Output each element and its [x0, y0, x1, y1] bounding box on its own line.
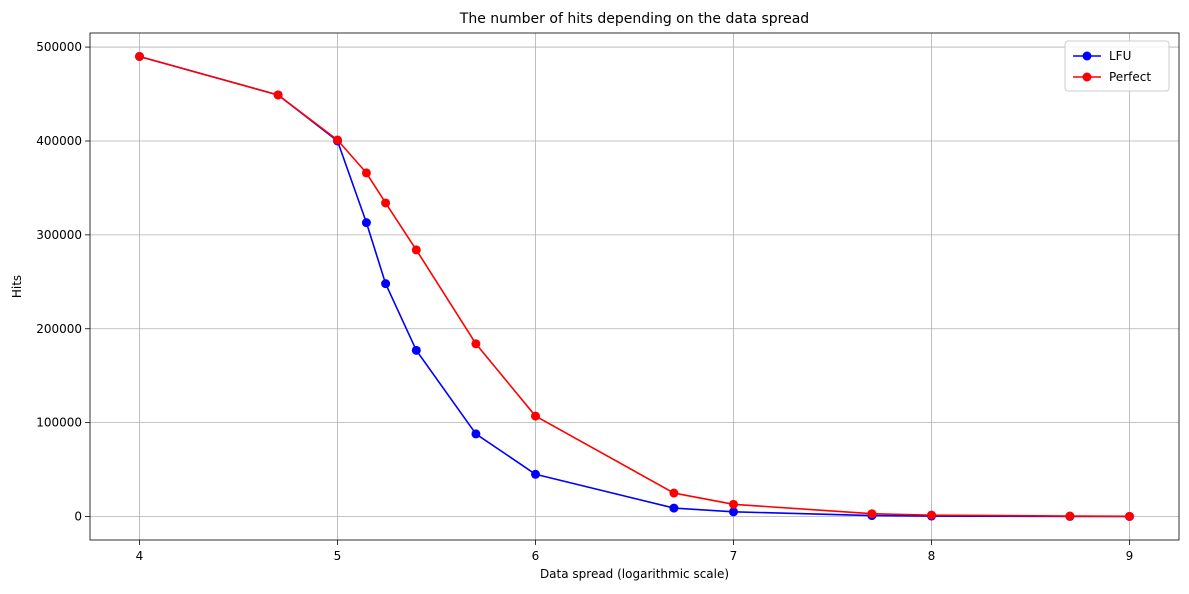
x-tick-label: 9	[1126, 549, 1134, 563]
series-layer	[135, 51, 1134, 521]
series-perfect	[135, 51, 1134, 521]
legend-item-lfu: LFU	[1073, 49, 1131, 63]
chart-title: The number of hits depending on the data…	[459, 11, 809, 27]
legend-item-perfect: Perfect	[1073, 70, 1151, 84]
x-tick-label: 8	[928, 549, 936, 563]
y-tick-label: 0	[74, 510, 82, 524]
data-point-lfu	[381, 279, 391, 289]
data-point-perfect	[927, 510, 936, 520]
data-point-perfect	[1125, 511, 1134, 521]
y-tick-label: 500000	[36, 40, 82, 54]
plot-frame	[89, 32, 1180, 541]
grid	[90, 33, 1179, 540]
data-point-lfu	[531, 469, 540, 479]
data-point-perfect	[381, 198, 391, 208]
x-tick-label: 6	[532, 549, 540, 563]
y-axis-label: Hits	[10, 275, 24, 298]
data-point-perfect	[729, 499, 738, 509]
legend-label-perfect: Perfect	[1109, 70, 1151, 84]
legend-marker-perfect	[1082, 72, 1092, 82]
data-point-lfu	[471, 429, 481, 439]
legend-marker-lfu	[1082, 51, 1092, 61]
data-point-perfect	[1065, 511, 1075, 521]
series-line-lfu	[139, 55, 1130, 518]
data-point-perfect	[471, 339, 481, 349]
x-tick-label: 5	[334, 549, 342, 563]
data-point-perfect	[273, 90, 283, 100]
x-tick-label: 4	[136, 549, 144, 563]
x-axis-label: Data spread (logarithmic scale)	[540, 567, 729, 581]
y-tick-label: 200000	[36, 322, 82, 336]
y-tick-label: 400000	[36, 134, 82, 148]
data-point-lfu	[361, 218, 371, 228]
data-point-perfect	[135, 51, 144, 61]
y-tick-label: 300000	[36, 228, 82, 242]
data-point-lfu	[669, 503, 679, 513]
series-line-perfect	[139, 55, 1130, 518]
data-point-perfect	[361, 168, 371, 178]
data-point-perfect	[411, 245, 421, 255]
data-point-lfu	[729, 507, 738, 517]
legend-label-lfu: LFU	[1109, 49, 1131, 63]
data-point-perfect	[867, 509, 877, 519]
axis-ticks: 4 5 6 7 8 9 0 100000 200000 300000 400000 500000	[36, 40, 1133, 563]
x-tick-label: 7	[730, 549, 738, 563]
series-lfu	[135, 51, 1134, 521]
data-point-perfect	[669, 488, 679, 498]
data-point-lfu	[411, 345, 421, 355]
y-tick-label: 100000	[36, 416, 82, 430]
data-point-perfect	[531, 411, 540, 421]
legend: LFU Perfect	[1064, 40, 1170, 92]
data-point-perfect	[333, 135, 342, 145]
